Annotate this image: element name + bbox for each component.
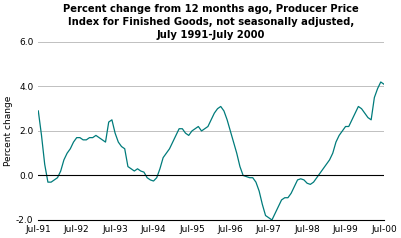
Y-axis label: Percent change: Percent change — [4, 96, 13, 166]
Title: Percent change from 12 months ago, Producer Price
Index for Finished Goods, not : Percent change from 12 months ago, Produ… — [63, 4, 359, 40]
